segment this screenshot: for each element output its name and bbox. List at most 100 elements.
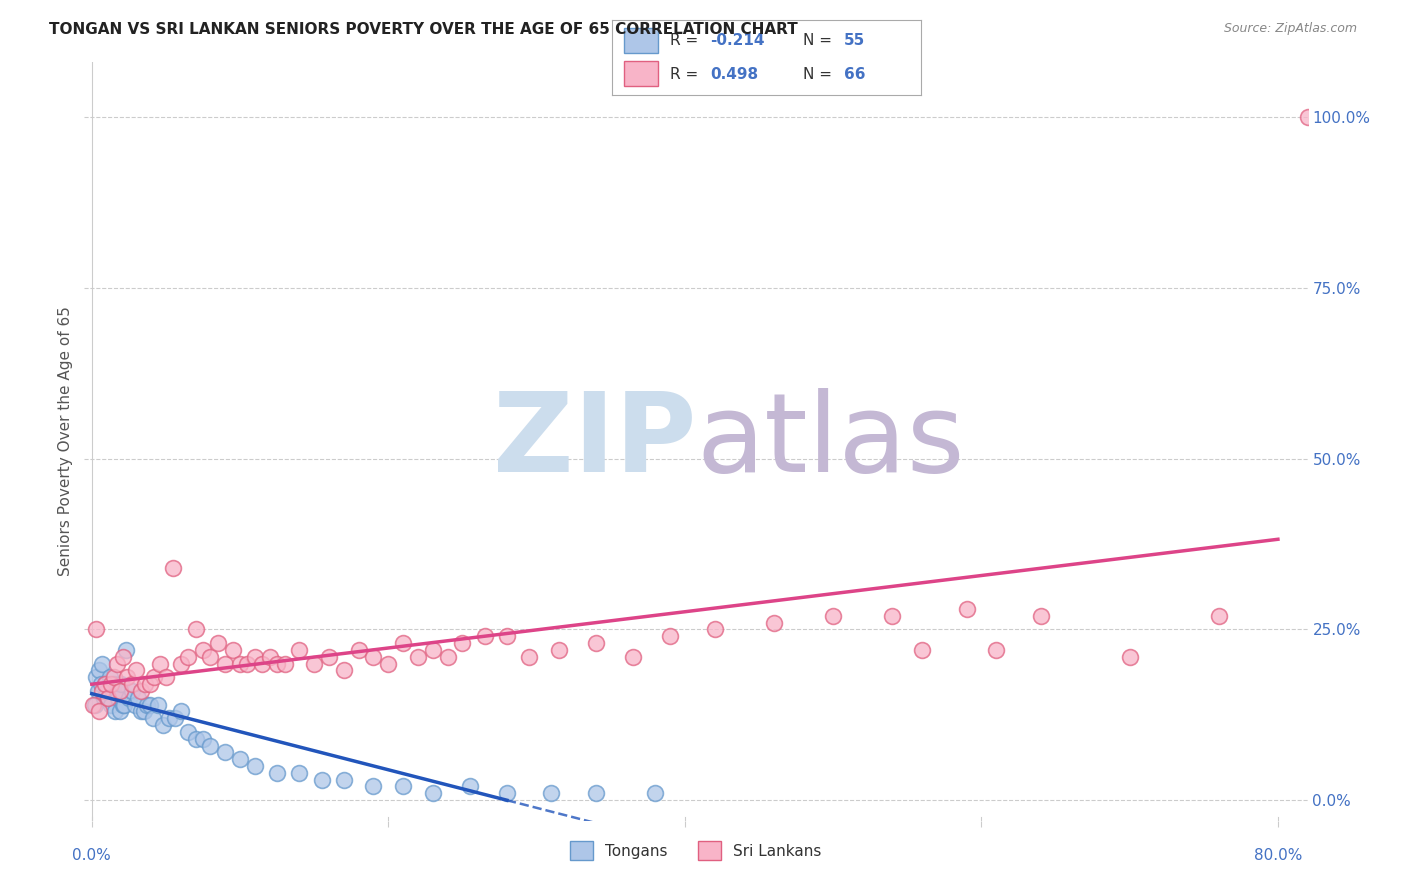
Point xyxy=(496,786,519,800)
Point xyxy=(148,698,170,712)
Point xyxy=(955,602,977,616)
Point xyxy=(93,690,115,705)
Point xyxy=(97,690,120,705)
Point xyxy=(474,629,496,643)
Point xyxy=(142,711,165,725)
Text: N =: N = xyxy=(803,67,832,82)
Point xyxy=(318,649,340,664)
Point xyxy=(236,657,259,671)
Point xyxy=(89,704,111,718)
Text: 0.0%: 0.0% xyxy=(72,848,111,863)
Point xyxy=(1296,110,1319,124)
Point xyxy=(110,677,132,691)
Point xyxy=(105,657,128,671)
Point xyxy=(266,657,288,671)
Point xyxy=(152,718,174,732)
Point xyxy=(170,704,193,718)
Point xyxy=(121,677,143,691)
Point xyxy=(823,608,845,623)
Point xyxy=(1118,649,1140,664)
Text: -0.214: -0.214 xyxy=(710,33,765,47)
Point xyxy=(90,677,112,691)
Point xyxy=(243,649,266,664)
Text: atlas: atlas xyxy=(696,388,965,495)
Point xyxy=(111,649,134,664)
Point xyxy=(259,649,281,664)
Point xyxy=(149,657,172,671)
Legend: Tongans, Sri Lankans: Tongans, Sri Lankans xyxy=(564,835,828,866)
Point xyxy=(243,759,266,773)
Point xyxy=(762,615,785,630)
Text: ZIP: ZIP xyxy=(492,388,696,495)
Point xyxy=(1208,608,1230,623)
Point xyxy=(157,711,180,725)
Point xyxy=(659,629,682,643)
Point xyxy=(363,649,385,664)
Point xyxy=(112,698,135,712)
Point xyxy=(155,670,177,684)
Text: N =: N = xyxy=(803,33,832,47)
Point xyxy=(103,677,125,691)
Point xyxy=(392,780,415,794)
Point xyxy=(127,690,149,705)
Point xyxy=(177,724,200,739)
Point xyxy=(129,684,152,698)
Point xyxy=(273,657,295,671)
Point xyxy=(170,657,193,671)
Y-axis label: Seniors Poverty Over the Age of 65: Seniors Poverty Over the Age of 65 xyxy=(58,307,73,576)
Point xyxy=(91,684,114,698)
Point xyxy=(124,698,146,712)
Point xyxy=(103,670,125,684)
Point xyxy=(703,623,725,637)
Point xyxy=(200,649,222,664)
Point xyxy=(451,636,474,650)
Point xyxy=(392,636,415,650)
Point xyxy=(406,649,429,664)
Point xyxy=(107,690,129,705)
Point xyxy=(98,670,121,684)
Point xyxy=(221,643,243,657)
Point xyxy=(138,677,160,691)
Point xyxy=(621,649,644,664)
Point xyxy=(84,623,107,637)
Point xyxy=(162,561,184,575)
Point xyxy=(163,711,186,725)
Point xyxy=(422,643,444,657)
Point xyxy=(458,780,481,794)
Point xyxy=(105,684,128,698)
Point xyxy=(229,752,252,766)
Point xyxy=(422,786,444,800)
Point xyxy=(94,677,117,691)
Point xyxy=(97,690,120,705)
Point xyxy=(882,608,904,623)
Bar xyxy=(624,28,658,53)
Point xyxy=(585,786,607,800)
Point xyxy=(143,670,166,684)
Point xyxy=(1029,608,1052,623)
Point xyxy=(111,698,134,712)
Text: 55: 55 xyxy=(844,33,865,47)
Point xyxy=(184,623,207,637)
Point xyxy=(311,772,333,787)
Point xyxy=(115,643,138,657)
Point xyxy=(986,643,1008,657)
Text: R =: R = xyxy=(671,33,699,47)
Point xyxy=(89,664,111,678)
Point xyxy=(911,643,934,657)
Point xyxy=(125,664,148,678)
Point xyxy=(496,629,519,643)
Point xyxy=(132,704,155,718)
Point xyxy=(585,636,607,650)
Bar xyxy=(624,62,658,87)
Point xyxy=(333,772,356,787)
Point xyxy=(436,649,458,664)
Point xyxy=(229,657,252,671)
Point xyxy=(101,684,124,698)
Point xyxy=(117,670,139,684)
Point xyxy=(84,670,107,684)
Point xyxy=(214,745,236,759)
Point xyxy=(104,704,127,718)
Point xyxy=(302,657,325,671)
Point xyxy=(266,765,288,780)
Point xyxy=(100,677,122,691)
